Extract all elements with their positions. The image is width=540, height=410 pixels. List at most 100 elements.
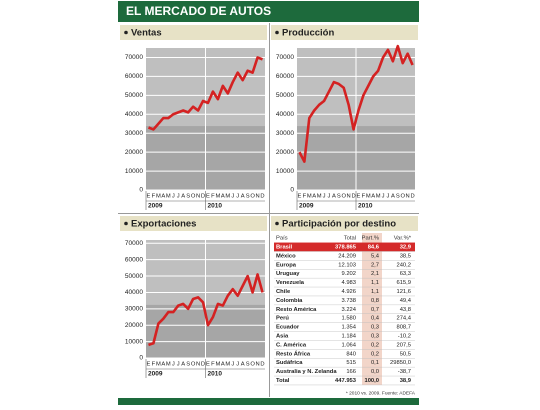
y-tick-label: 50000 (125, 273, 143, 280)
x-tick-label: D (260, 362, 264, 368)
table-cell: 0,2 (371, 342, 379, 348)
x-tick-label: M (156, 362, 161, 368)
x-tick-label: F (211, 194, 215, 200)
highlight-row (274, 242, 415, 252)
column-header: País (276, 236, 288, 242)
x-tick-label: F (303, 194, 307, 200)
table-cell: C. América (276, 342, 307, 348)
x-tick-label: F (211, 362, 215, 368)
table-cell: Chile (276, 289, 291, 295)
x-tick-label: A (312, 194, 316, 200)
x-tick-label: A (161, 194, 165, 200)
x-tick-label: N (406, 194, 410, 200)
x-tick-label: D (351, 194, 355, 200)
x-tick-label: S (337, 194, 341, 200)
x-group-label: 2010 (358, 203, 373, 210)
table-cell: 1.184 (341, 334, 356, 340)
y-tick-label: 70000 (276, 54, 294, 61)
panel-header (271, 25, 418, 40)
x-tick-label: J (231, 194, 234, 200)
table-cell: 447.953 (335, 378, 357, 384)
table-cell: México (276, 253, 296, 259)
bullet (124, 221, 128, 226)
table-cell: Europa (276, 262, 297, 268)
bullet (275, 221, 279, 226)
table-cell: 1,1 (371, 280, 379, 286)
x-tick-label: O (250, 194, 255, 200)
table-cell: 615,9 (396, 280, 411, 286)
table-cell: 38,9 (400, 378, 412, 384)
x-tick-label: A (161, 362, 165, 368)
x-tick-label: E (147, 362, 151, 368)
x-tick-label: S (186, 194, 190, 200)
table-cell: 2,7 (371, 262, 379, 268)
table-note: * 2010 vs. 2009. Fuente: ADEFA (346, 390, 416, 396)
table-cell: 4.926 (341, 289, 356, 295)
table-cell: -10,2 (398, 334, 411, 340)
table-cell: 24.209 (338, 253, 356, 259)
column-header: Part.% (362, 236, 379, 242)
x-tick-label: M (376, 194, 381, 200)
table-cell: 274,4 (396, 316, 411, 322)
column-header: Var.%* (394, 236, 412, 242)
x-tick-label: M (215, 362, 220, 368)
y-tick-label: 60000 (125, 256, 143, 263)
x-tick-label: D (410, 194, 414, 200)
x-tick-label: M (215, 194, 220, 200)
table-cell: Colombia (276, 298, 303, 304)
table-cell: 1,1 (371, 289, 379, 295)
bullet (124, 30, 128, 35)
x-tick-label: O (400, 194, 405, 200)
x-tick-label: M (307, 194, 312, 200)
table-cell: Venezuela (276, 280, 305, 286)
x-tick-label: M (366, 194, 371, 200)
data-line (298, 44, 414, 163)
x-tick-label: N (255, 362, 259, 368)
table-cell: 0,8 (371, 298, 379, 304)
table-cell: 166 (346, 369, 356, 375)
x-tick-label: M (225, 362, 230, 368)
x-tick-label: D (201, 194, 205, 200)
x-tick-label: E (206, 362, 210, 368)
table-cell: 240,2 (396, 262, 411, 268)
y-tick-label: 0 (139, 187, 143, 194)
x-group-label: 2009 (148, 371, 163, 378)
table-cell: 378.865 (335, 245, 357, 251)
table-cell: 0,0 (371, 369, 379, 375)
x-tick-label: J (328, 194, 331, 200)
x-tick-label: M (166, 194, 171, 200)
table-cell: 9.202 (341, 271, 356, 277)
x-tick-label: A (221, 194, 225, 200)
x-tick-label: J (236, 194, 239, 200)
table-cell: 12.103 (338, 262, 356, 268)
table-cell: 3.738 (341, 298, 356, 304)
y-tick-label: 40000 (276, 111, 294, 118)
table-cell: 32,9 (400, 245, 412, 251)
data-line (148, 56, 263, 131)
panel-title: Ventas (131, 28, 162, 39)
table-cell: 0,3 (371, 325, 379, 331)
x-tick-label: A (241, 362, 245, 368)
x-tick-label: M (225, 194, 230, 200)
x-group-label: 2010 (208, 203, 223, 210)
footer-bar (118, 398, 419, 405)
table-cell: Uruguay (276, 271, 300, 277)
panel-header (120, 25, 267, 40)
y-tick-label: 20000 (125, 322, 143, 329)
y-tick-label: 70000 (125, 54, 143, 61)
table-cell: 0,1 (371, 360, 379, 366)
x-tick-label: D (201, 362, 205, 368)
table-cell: 38,5 (400, 253, 411, 259)
table-cell: 100,0 (364, 378, 379, 384)
table-cell: 50,5 (400, 351, 411, 357)
table-cell: -38,7 (398, 369, 411, 375)
y-tick-label: 10000 (276, 168, 294, 175)
table-cell: Ecuador (276, 325, 300, 331)
x-tick-label: J (236, 362, 239, 368)
table-cell: 840 (346, 351, 356, 357)
x-tick-label: S (396, 194, 400, 200)
table-cell: 1.580 (341, 316, 356, 322)
panel-title: Participación por destino (282, 219, 396, 230)
header-title: EL MERCADO DE AUTOS (126, 4, 271, 18)
x-tick-label: M (166, 362, 171, 368)
